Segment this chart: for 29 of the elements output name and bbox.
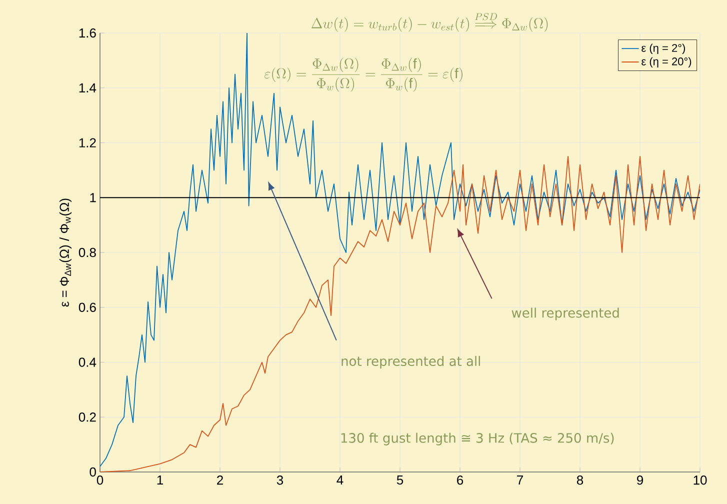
x-tick-label: 1 [157,476,163,484]
annotation: 130 ft gust length ≅ 3 Hz (TAS ≈ 250 m/s) [341,432,614,446]
y-tick-label: 1.4 [79,83,96,92]
y-tick-label: 0 [90,467,96,477]
text: $\Delta w(t) = w_{turb}(t) - w_{est}(t) \overset{PSD}{\Longrightarrow} \Phi_{\Delta w}(\Omega)$ [312,12,548,32]
x-tick-label: 3 [276,476,284,485]
y-tick-label: 0.6 [78,302,96,312]
annotation: well represented [512,308,619,320]
y-tick-label: 1.2 [79,138,96,148]
x-tick-label: 2 [217,476,223,485]
x-tick-label: 6 [457,476,464,485]
y-tick-label: 0.8 [78,248,96,258]
y-axis-title: ε = Φ$_{Δw}$(Ω) / Φ$_{w}$(Ω) [59,198,72,307]
legend-label: ε (η = 2°) [642,44,685,54]
y-tick-label: 1 [90,193,96,202]
x-tick-label: 5 [396,476,404,485]
legend-label: ε (η = 20°) [642,57,692,68]
x-tick-label: 7 [517,476,523,484]
x-tick-label: 4 [336,476,344,484]
line-series [100,33,700,467]
y-tick-label: 0.4 [78,358,96,367]
x-tick-label: 0 [96,476,104,485]
annotation: not represented at all [342,356,480,369]
x-tick-label: 9 [637,476,644,485]
y-tick-label: 0.2 [78,412,96,422]
y-tick-label: 1.6 [79,28,96,38]
x-tick-label: 8 [576,476,584,485]
x-tick-label: 10 [694,476,707,485]
annotation: $\varepsilon(\Omega) = \frac{\Phi_{\Delta w}(\Omega)}{\Phi_{w}(\Omega)} = \frac{\Phi_{\Delta w}(\mathrm{f})}{\Phi_{w}(\mathrm{f})} = \varepsilon(\mathrm{f})$ [264,58,462,92]
